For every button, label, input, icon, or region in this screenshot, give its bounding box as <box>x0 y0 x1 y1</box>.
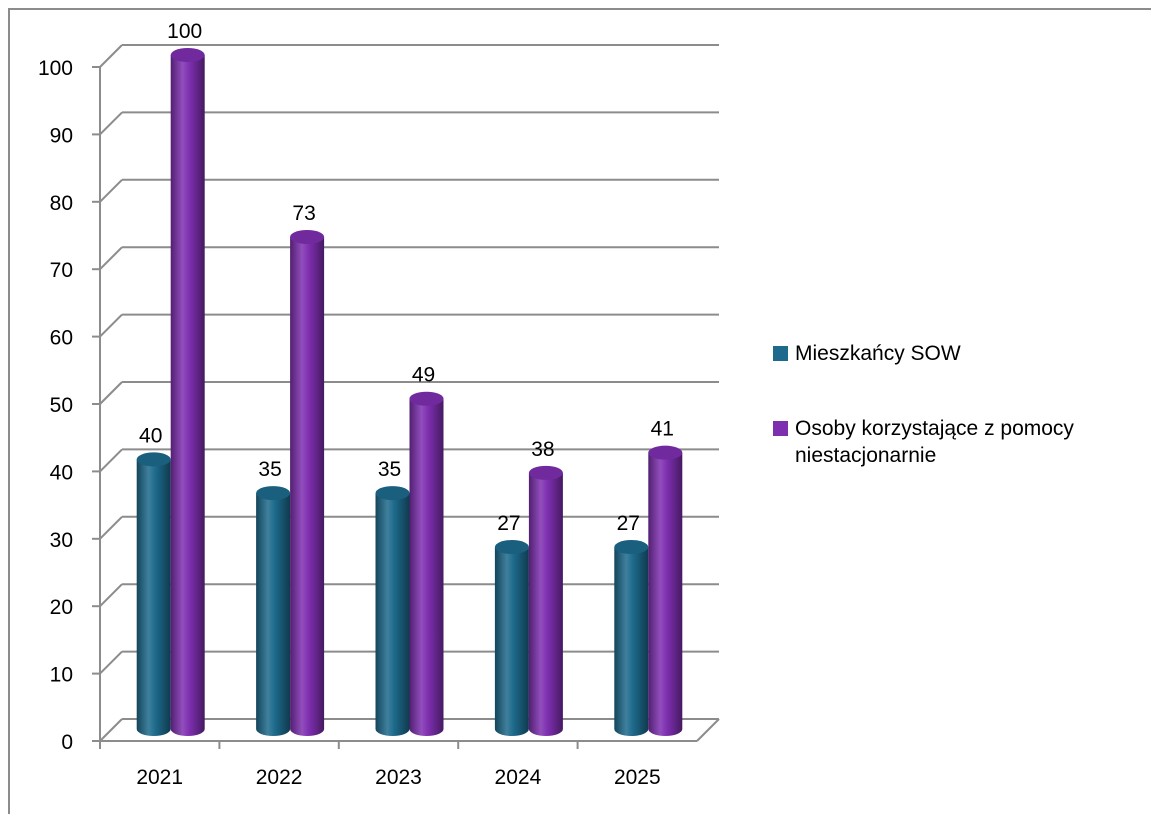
gridline-side-30 <box>99 516 123 540</box>
floor-right-edge <box>696 718 720 742</box>
ytick-label-20: 20 <box>50 596 73 619</box>
legend-item-series-1: Mieszkańcy SOW <box>773 340 1148 367</box>
frame-top-border <box>8 8 1151 10</box>
gridline-side-20 <box>99 583 123 607</box>
legend-label-series-1: Mieszkańcy SOW <box>795 342 961 365</box>
legend-item-series-2: Osoby korzystające z pomocy niestacjonar… <box>773 415 1148 469</box>
ytick-label-40: 40 <box>50 461 73 484</box>
data-label-1-2025: 27 <box>617 512 640 535</box>
gridline-side-90 <box>99 111 123 136</box>
bar-1-2023 <box>375 486 410 736</box>
xtick-label-2021: 2021 <box>136 766 183 789</box>
gridline-side-10 <box>99 650 123 675</box>
gridline-side-100 <box>99 44 123 68</box>
bar-2-2021 <box>170 48 205 736</box>
bar-2-2022 <box>290 229 325 737</box>
legend: Mieszkańcy SOW Osoby korzystające z pomo… <box>773 340 1148 469</box>
gridline-side-50 <box>99 381 123 405</box>
legend-label-series-2: Osoby korzystające z pomocy niestacjonar… <box>795 417 1074 467</box>
gridline-side-0 <box>99 718 123 742</box>
ytick-label-0: 0 <box>61 731 73 754</box>
data-label-2-2025: 41 <box>651 418 674 441</box>
data-label-1-2022: 35 <box>258 458 281 481</box>
gridline-side-80 <box>99 179 123 203</box>
ytick-label-80: 80 <box>50 192 73 215</box>
data-label-1-2023: 35 <box>378 458 401 481</box>
legend-swatch-series-1 <box>773 346 788 361</box>
data-label-1-2021: 40 <box>139 424 162 447</box>
bar-1-2021 <box>136 452 171 736</box>
ytick-label-90: 90 <box>50 124 73 147</box>
data-label-2-2023: 49 <box>412 364 435 387</box>
xtick-label-2023: 2023 <box>375 766 422 789</box>
xtick-label-2025: 2025 <box>614 766 661 789</box>
data-label-2-2021: 100 <box>167 20 202 43</box>
ytick-label-100: 100 <box>38 57 73 80</box>
gridline-side-70 <box>99 246 123 270</box>
gridline-side-60 <box>99 313 123 338</box>
ytick-label-50: 50 <box>50 394 73 417</box>
data-label-1-2024: 27 <box>497 512 520 535</box>
bar-1-2025 <box>614 540 649 736</box>
frame-left-border <box>8 8 10 814</box>
bar-1-2024 <box>494 540 529 737</box>
bar-2-2025 <box>648 445 683 736</box>
bar-1-2022 <box>256 486 291 736</box>
ytick-label-10: 10 <box>50 664 73 687</box>
data-label-2-2024: 38 <box>531 438 554 461</box>
xtick-label-2022: 2022 <box>256 766 303 789</box>
bar-2-2024 <box>528 465 563 736</box>
ytick-label-70: 70 <box>50 259 73 282</box>
ytick-label-30: 30 <box>50 529 73 552</box>
ytick-label-60: 60 <box>50 327 73 350</box>
legend-swatch-series-2 <box>773 421 788 436</box>
data-label-2-2022: 73 <box>292 202 315 225</box>
gridline-side-40 <box>99 448 123 473</box>
bar-2-2023 <box>409 391 444 736</box>
xtick-label-2024: 2024 <box>495 766 542 789</box>
